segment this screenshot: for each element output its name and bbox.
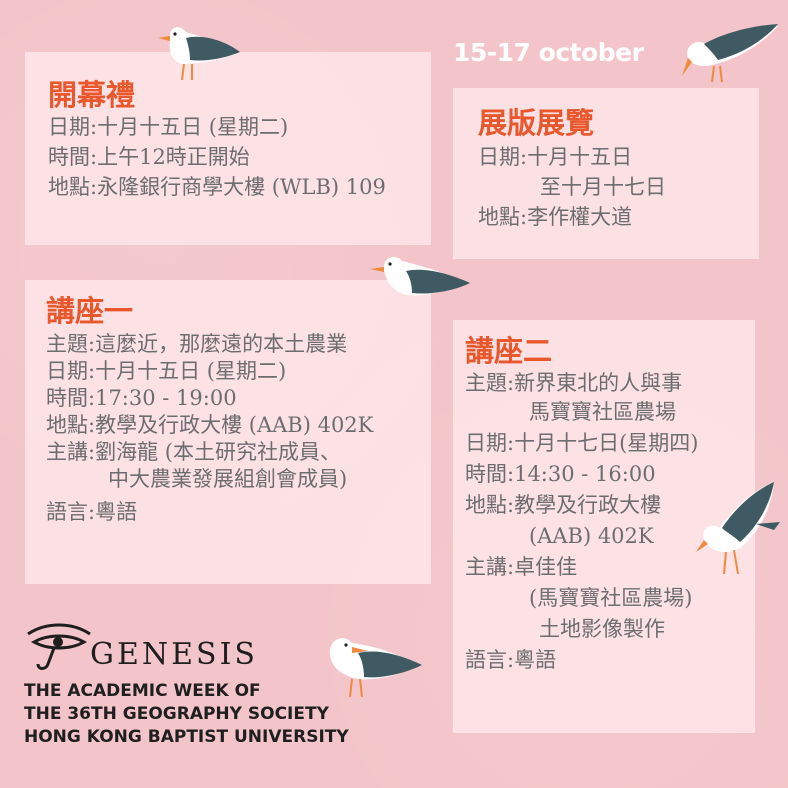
talk1-speaker-row: 主講: 劉海龍 (本土研究社成員、: [46, 439, 431, 466]
topic-label: 主題:: [465, 371, 515, 395]
organizer-line1: THE ACADEMIC WEEK OF: [24, 681, 261, 701]
talk1-card: 講座一 主題: 這麼近，那麼遠的本土農業 日期: 十月十五日 (星期二) 時間:…: [25, 280, 431, 584]
exhibition-card: 展版展覽 日期: 十月十五日 至十月十七日 地點: 李作權大道: [453, 88, 759, 259]
talk2-venue-row: 地點: 教學及行政大樓: [465, 492, 755, 519]
speaker-label: 主講:: [46, 440, 96, 464]
talk2-date-row: 日期: 十月十七日(星期四): [465, 430, 755, 457]
date-value-line2: 至十月十七日: [540, 175, 666, 199]
venue-value: 教學及行政大樓 (AAB) 402K: [95, 413, 374, 437]
talk2-title: 講座二: [465, 334, 553, 368]
time-label: 時間:: [46, 386, 96, 410]
exhibition-title: 展版展覽: [478, 106, 595, 140]
language-value: 粵語: [514, 648, 557, 672]
opening-time-row: 時間: 上午12時正開始: [48, 144, 431, 171]
topic-label: 主題:: [46, 332, 96, 356]
time-value: 17:30 - 19:00: [95, 386, 237, 410]
time-value: 14:30 - 16:00: [514, 462, 656, 486]
opening-card: 開幕禮 日期: 十月十五日 (星期二) 時間: 上午12時正開始 地點: 永隆銀…: [25, 52, 431, 245]
opening-title: 開幕禮: [48, 78, 136, 112]
topic-value-line2: 馬寶寶社區農場: [529, 400, 676, 424]
speaker-value-line3: 土地影像製作: [539, 617, 665, 641]
exhibition-venue-row: 地點: 李作權大道: [478, 204, 759, 231]
opening-venue-row: 地點: 永隆銀行商學大樓 (WLB) 109: [48, 174, 431, 201]
talk2-card: 講座二 主題: 新界東北的人與事 馬寶寶社區農場 日期: 十月十七日(星期四) …: [453, 320, 755, 733]
talk1-title: 講座一: [46, 294, 134, 328]
time-value: 上午12時正開始: [97, 145, 250, 169]
opening-date-row: 日期: 十月十五日 (星期二): [48, 114, 431, 141]
date-label: 日期:: [48, 115, 98, 139]
venue-value-line2: (AAB) 402K: [529, 524, 654, 548]
speaker-value: 劉海龍 (本土研究社成員、: [95, 440, 341, 464]
venue-value: 教學及行政大樓: [514, 493, 662, 517]
date-range: 15-17 october: [453, 38, 644, 67]
language-value: 粵語: [95, 500, 138, 524]
venue-value: 永隆銀行商學大樓 (WLB) 109: [97, 175, 386, 199]
seagull-icon: [370, 256, 470, 296]
organizer-block: GENESIS THE ACADEMIC WEEK OF THE 36TH GE…: [24, 620, 349, 749]
talk2-topic-row: 主題: 新界東北的人與事: [465, 370, 755, 397]
talk1-topic-row: 主題: 這麼近，那麼遠的本土農業: [46, 331, 431, 358]
venue-label: 地點:: [478, 205, 528, 229]
topic-value: 新界東北的人與事: [514, 371, 683, 395]
organizer-text: THE ACADEMIC WEEK OF THE 36TH GEOGRAPHY …: [24, 680, 349, 749]
genesis-logo: GENESIS: [24, 620, 349, 674]
topic-value: 這麼近，那麼遠的本土農業: [95, 332, 348, 356]
talk1-date-row: 日期: 十月十五日 (星期二): [46, 358, 431, 385]
seagull-icon: [329, 638, 422, 698]
eye-of-horus-icon: [27, 623, 91, 670]
date-label: 日期:: [46, 359, 96, 383]
seagull-icon: [696, 482, 780, 575]
date-value: 十月十五日 (星期二): [95, 359, 287, 383]
exhibition-date-row: 日期: 十月十五日: [478, 144, 759, 171]
talk1-time-row: 時間: 17:30 - 19:00: [46, 385, 431, 412]
organizer-line2: THE 36TH GEOGRAPHY SOCIETY: [24, 704, 329, 724]
speaker-label: 主講:: [465, 555, 515, 579]
time-label: 時間:: [48, 145, 98, 169]
talk1-venue-row: 地點: 教學及行政大樓 (AAB) 402K: [46, 412, 431, 439]
speaker-value-line2: (馬寶寶社區農場): [529, 586, 693, 610]
venue-label: 地點:: [48, 175, 98, 199]
date-value: 十月十五日 (星期二): [97, 115, 289, 139]
date-value: 十月十五日: [527, 145, 633, 169]
language-label: 語言:: [465, 648, 515, 672]
talk2-time-row: 時間: 14:30 - 16:00: [465, 461, 755, 488]
date-label: 日期:: [465, 431, 515, 455]
language-label: 語言:: [46, 500, 96, 524]
venue-label: 地點:: [46, 413, 96, 437]
venue-label: 地點:: [465, 493, 515, 517]
seagull-icon: [158, 27, 240, 81]
talk2-speaker-row: 主講: 卓佳佳: [465, 554, 755, 581]
organizer-line3: HONG KONG BAPTIST UNIVERSITY: [24, 727, 349, 747]
seagull-icon: [682, 24, 778, 83]
date-label: 日期:: [478, 145, 528, 169]
speaker-value-line2: 中大農業發展組創會成員): [108, 467, 348, 491]
talk1-lang-row: 語言: 粵語: [46, 499, 431, 526]
talk2-lang-row: 語言: 粵語: [465, 647, 755, 674]
time-label: 時間:: [465, 462, 515, 486]
logo-wordmark: GENESIS: [90, 637, 258, 672]
date-value: 十月十七日(星期四): [514, 431, 699, 455]
speaker-value: 卓佳佳: [514, 555, 578, 579]
venue-value: 李作權大道: [527, 205, 633, 229]
